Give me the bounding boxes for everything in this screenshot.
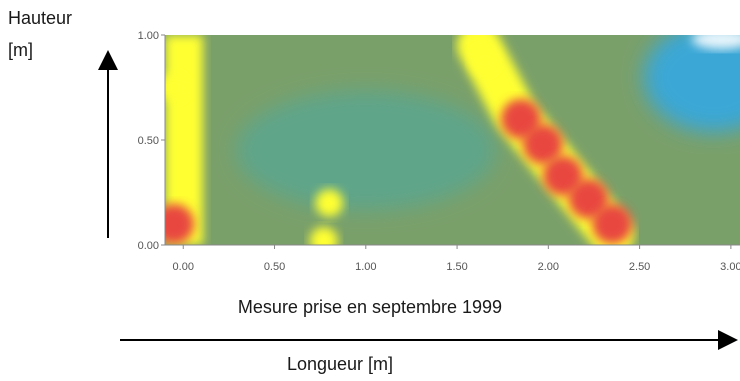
y-tick-label: 1.00 xyxy=(138,30,159,42)
heatmap-area xyxy=(154,22,740,255)
hotspot xyxy=(315,189,343,217)
y-ticks: 0.00 0.50 1.00 xyxy=(138,30,165,252)
y-tick-label: 0.00 xyxy=(138,240,159,252)
y-tick-label: 0.50 xyxy=(138,135,159,147)
hotspot xyxy=(154,204,194,244)
x-ticks: 0.00 0.50 1.00 1.50 2.00 2.50 3.00 xyxy=(173,245,740,273)
x-tick-label: 2.50 xyxy=(629,261,650,273)
x-axis-label: Longueur [m] xyxy=(0,354,710,375)
mid-cool-zone xyxy=(236,91,496,211)
hotspot xyxy=(160,74,188,102)
hotspot xyxy=(592,204,632,244)
x-tick-label: 1.50 xyxy=(446,261,467,273)
x-tick-label: 1.00 xyxy=(355,261,376,273)
hotspot xyxy=(310,227,338,255)
x-tick-label: 0.50 xyxy=(264,261,285,273)
x-tick-label: 2.00 xyxy=(538,261,559,273)
x-tick-label: 0.00 xyxy=(173,261,194,273)
hotspot xyxy=(470,46,498,74)
x-tick-label: 3.00 xyxy=(720,261,740,273)
chart-caption: Mesure prise en septembre 1999 xyxy=(0,297,740,318)
